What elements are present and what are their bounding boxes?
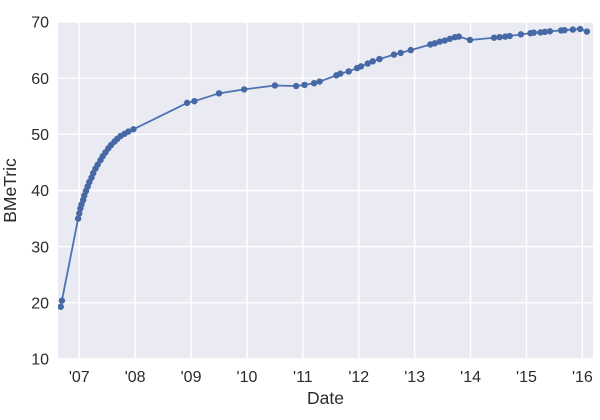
data-point [446,35,454,43]
y-tick-label: 40 [31,183,49,200]
x-tick-label: '15 [516,369,537,386]
series-group [58,25,591,310]
data-point [546,28,554,35]
data-point [364,60,371,67]
data-point [569,26,577,33]
x-tick-label: '11 [293,369,313,386]
x-tick-label: '13 [404,369,425,386]
x-axis-title: Date [307,388,344,408]
data-point [455,33,463,40]
data-point [58,303,64,310]
data-point [436,38,444,45]
data-point [431,40,438,47]
x-tick-label: '16 [572,369,593,386]
data-point [376,55,383,63]
data-point [74,215,82,222]
gridlines [58,21,593,360]
data-point [576,25,584,33]
data-point [183,99,191,107]
data-point [310,80,318,87]
data-point [466,36,474,44]
data-point [301,81,308,89]
data-point [240,86,248,93]
x-tick-label: '09 [181,369,202,386]
data-point [337,70,344,77]
x-tick-label: '10 [237,369,258,386]
data-point [561,26,568,34]
y-tick-label: 70 [31,15,49,32]
y-tick-label: 20 [31,295,49,312]
data-point [316,78,323,85]
x-tick-label: '14 [460,369,481,386]
data-point [357,63,365,70]
data-point [407,46,414,54]
data-point [541,28,549,36]
data-point [125,128,132,135]
data-point [506,32,513,40]
data-point [292,82,300,90]
x-tick-label: '12 [348,369,369,386]
data-point [441,37,449,44]
tick-labels: 10 20 30 40 50 60 70 '07 '08 '09 '10 '11 '12 '13 '14 '1… [31,15,593,386]
data-point [345,68,352,75]
data-point [130,126,137,133]
y-tick-label: 10 [31,352,49,369]
data-point [76,210,83,217]
data-point [490,34,498,41]
data-point [390,51,398,58]
data-point [496,33,503,41]
x-tick-label: '08 [125,369,146,386]
data-point [369,58,376,65]
data-point [191,98,198,105]
y-tick-label: 30 [31,239,49,256]
y-tick-label: 50 [31,127,49,144]
data-point [397,49,404,57]
data-point [215,90,223,97]
x-tick-label: '07 [69,369,90,386]
y-axis-title: BMeTric [0,158,20,223]
data-point [517,31,525,38]
data-point [583,28,591,35]
y-tick-label: 60 [31,71,49,88]
data-point [530,29,537,36]
data-point [58,297,66,304]
data-point [271,82,279,89]
